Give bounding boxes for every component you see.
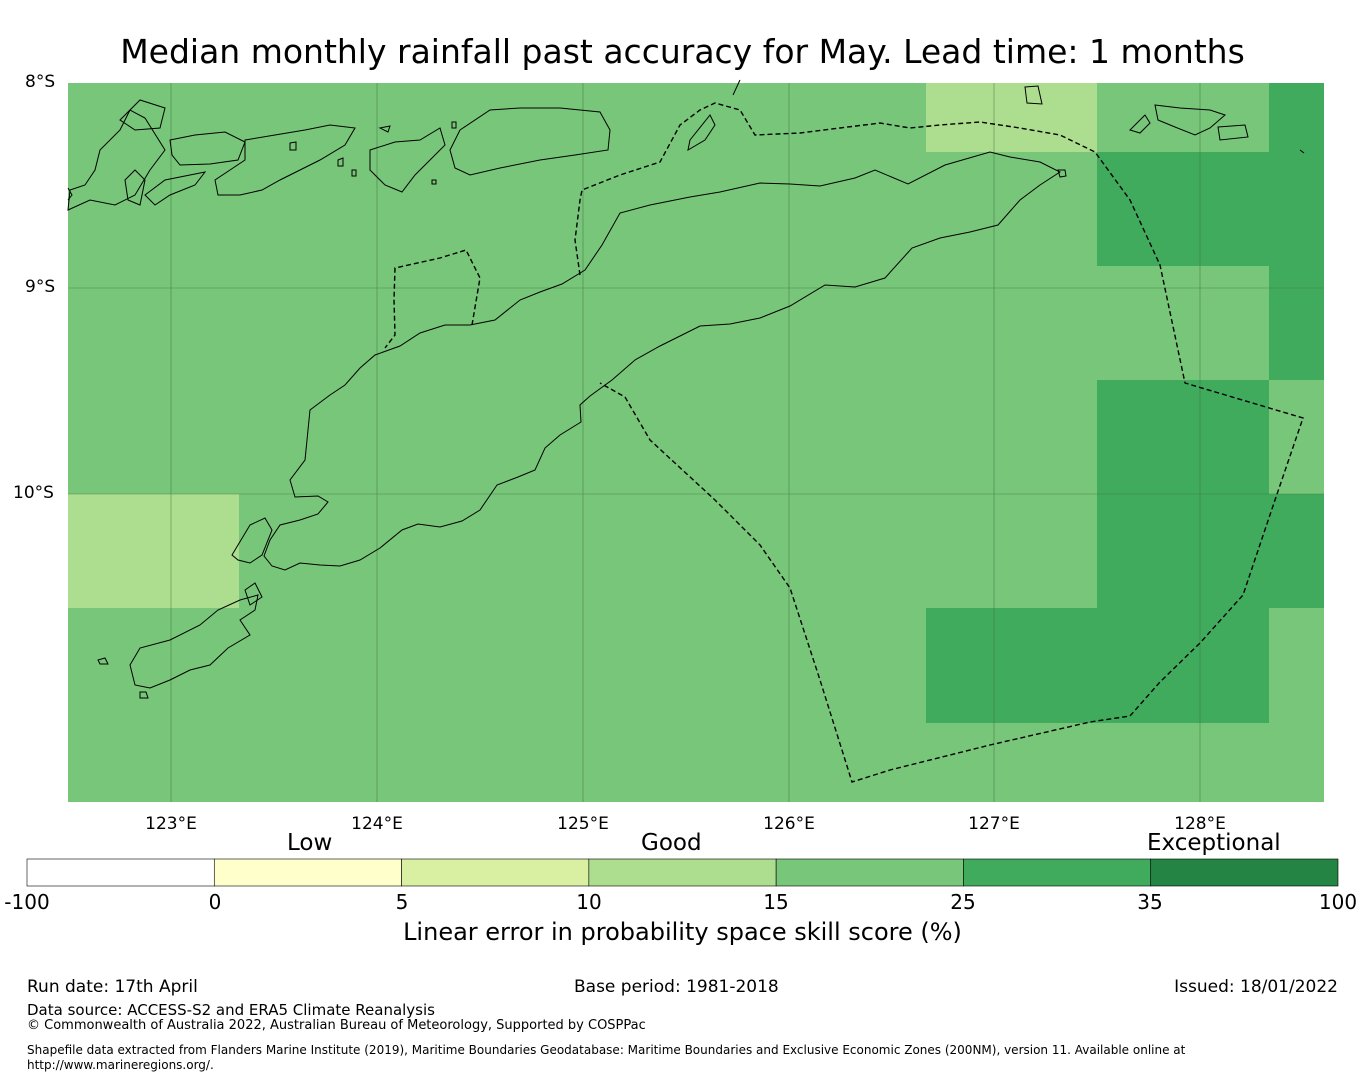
colorbar-boxes <box>26 858 1339 887</box>
base-period: Base period: 1981-2018 <box>574 977 779 997</box>
colorbar-box <box>775 858 964 887</box>
grid-cell-10-15 <box>68 494 239 608</box>
colorbar-box <box>963 858 1152 887</box>
lon-label: 126°E <box>763 814 815 834</box>
lat-label: 9°S <box>25 277 56 297</box>
grid-cell-25-35 <box>1097 152 1269 266</box>
colorbar-tick: 5 <box>395 890 409 914</box>
lat-label: 8°S <box>25 72 56 92</box>
colorbar-box <box>213 858 402 887</box>
skill-grid <box>68 83 1324 802</box>
lon-label: 127°E <box>968 814 1020 834</box>
colorbar-box <box>401 858 590 887</box>
colorbar-tick: -100 <box>4 890 50 914</box>
copyright: © Commonwealth of Australia 2022, Austra… <box>27 1018 646 1033</box>
lon-label: 128°E <box>1174 814 1226 834</box>
coastlines <box>67 79 1305 699</box>
colorbar-box <box>588 858 777 887</box>
grid-cell-25-35 <box>1097 494 1324 608</box>
colorbar-label: Linear error in probability space skill … <box>403 918 962 946</box>
shapefile-credit: Shapefile data extracted from Flanders M… <box>27 1043 1186 1057</box>
colorbar-box <box>26 858 215 887</box>
shapefile-url: http://www.marineregions.org/. <box>27 1058 214 1072</box>
run-date: Run date: 17th April <box>27 977 198 997</box>
colorbar-tick: 100 <box>1318 890 1358 914</box>
issued-date: Issued: 18/01/2022 <box>1174 977 1338 997</box>
colorbar-tick: 25 <box>950 890 976 914</box>
data-source: Data source: ACCESS-S2 and ERA5 Climate … <box>27 1001 435 1019</box>
maritime-boundaries <box>384 102 1304 783</box>
colorbar-tick: 35 <box>1137 890 1163 914</box>
grid-cell-25-35 <box>926 608 1269 723</box>
colorbar-tick: 15 <box>763 890 789 914</box>
category-label-good: Good <box>641 830 702 856</box>
lon-label: 125°E <box>557 814 609 834</box>
grid-cell-25-35 <box>1269 83 1324 380</box>
graticule <box>68 83 1324 802</box>
category-label-exceptional: Exceptional <box>1147 830 1281 856</box>
category-label-low: Low <box>287 830 333 856</box>
lon-label: 124°E <box>351 814 403 834</box>
lat-label: 10°S <box>13 483 54 503</box>
grid-cell-10-15 <box>926 83 1097 152</box>
lon-label: 123°E <box>145 814 197 834</box>
colorbar-tick: 10 <box>576 890 602 914</box>
chart-title: Median monthly rainfall past accuracy fo… <box>120 32 1245 71</box>
colorbar-tick: 0 <box>208 890 222 914</box>
colorbar-box <box>1150 858 1339 887</box>
